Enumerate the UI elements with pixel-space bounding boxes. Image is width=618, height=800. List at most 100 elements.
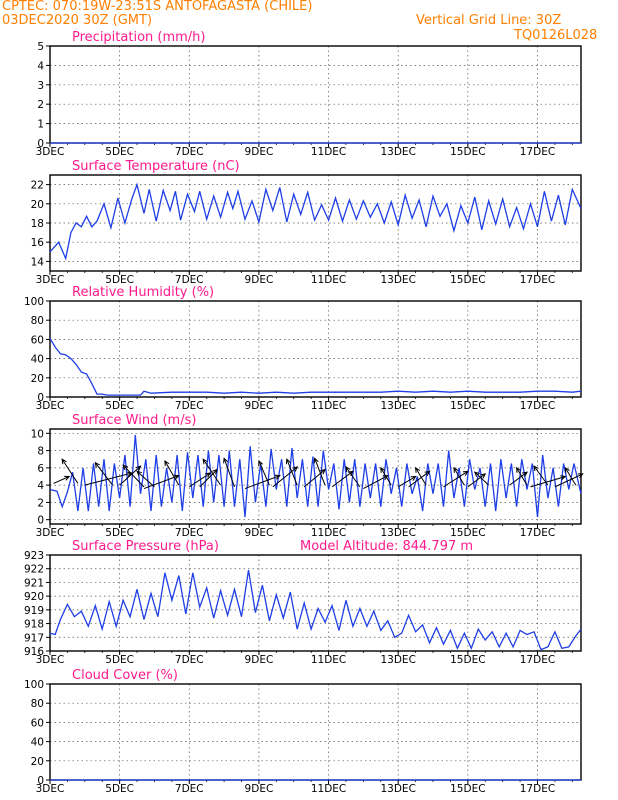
wind-vector-arrow — [164, 459, 180, 486]
wind-vector-arrow — [533, 465, 549, 486]
model-altitude-label: Model Altitude: 844.797 m — [300, 539, 473, 554]
y-tick-label: 1 — [37, 119, 44, 131]
wind-vector-arrow — [119, 465, 142, 486]
wind-vector-arrow — [453, 466, 465, 486]
x-tick-label: 5DEC — [105, 654, 134, 666]
wind-vector-arrow — [345, 466, 361, 488]
temp-panel: 14 16 18 20 22 3DEC 5DEC 7DEC 9DEC 11DEC 13DEC 15DE… — [31, 159, 582, 286]
date-header: 03DEC2020 30Z (GMT) — [2, 13, 153, 28]
x-tick-label: 5DEC — [105, 146, 134, 158]
y-tick-label: 0 — [37, 775, 44, 787]
wind-vector-arrow — [303, 468, 326, 488]
y-tick-label: 80 — [31, 698, 44, 710]
x-tick-label: 13DEC — [380, 783, 415, 795]
y-tick-label: 4 — [37, 60, 44, 72]
x-tick-label: 17DEC — [520, 146, 555, 158]
x-tick-label: 13DEC — [380, 654, 415, 666]
y-tick-label: 18 — [31, 218, 44, 230]
x-tick-label: 17DEC — [520, 783, 555, 795]
wind-vector-arrow — [408, 470, 431, 488]
pres-title: Surface Pressure (hPa) — [72, 539, 219, 554]
x-tick-label: 5DEC — [105, 783, 134, 795]
wind-vector-arrow — [272, 466, 299, 488]
y-tick-label: 20 — [31, 199, 44, 211]
wind-vector-arrow — [136, 470, 155, 488]
wind-vector-arrow — [94, 461, 114, 486]
x-tick-label: 7DEC — [175, 400, 204, 412]
y-tick-label: 6 — [37, 463, 44, 475]
wind-vector-arrow — [122, 464, 145, 488]
x-tick-label: 9DEC — [245, 274, 274, 286]
x-tick-label: 5DEC — [105, 527, 134, 539]
x-tick-label: 9DEC — [245, 400, 274, 412]
y-tick-label: 921 — [24, 577, 44, 589]
wind-title: Surface Wind (m/s) — [72, 413, 196, 428]
y-tick-label: 3 — [37, 80, 44, 92]
wind-vector-arrow — [515, 466, 528, 486]
y-tick-label: 80 — [31, 315, 44, 327]
precip-title: Precipitation (mm/h) — [72, 30, 205, 45]
x-tick-label: 3DEC — [36, 400, 65, 412]
wind-vector-arrow — [199, 468, 218, 488]
y-tick-label: 2 — [37, 497, 44, 509]
x-tick-label: 5DEC — [105, 274, 134, 286]
wind-vector-arrow — [202, 458, 222, 486]
wind-vector-arrow — [285, 458, 298, 486]
wind-vector-arrow — [143, 474, 180, 490]
plot-frame — [49, 174, 582, 272]
x-tick-label: 7DEC — [175, 274, 204, 286]
y-tick-label: 40 — [31, 737, 44, 749]
vertical-grid-label: Vertical Grid Line: 30Z — [416, 13, 562, 28]
x-tick-label: 9DEC — [245, 654, 274, 666]
y-tick-label: 60 — [31, 717, 44, 729]
y-tick-label: 2 — [37, 99, 44, 111]
x-tick-label: 3DEC — [36, 654, 65, 666]
wind-vector-arrow — [415, 466, 427, 486]
wind-vector-arrow — [397, 475, 417, 488]
station-header: CPTEC: 070:19W-23:51S ANTOFAGASTA (CHILE… — [2, 0, 313, 14]
rh-title: Relative Humidity (%) — [72, 285, 214, 300]
y-tick-label: 0 — [37, 392, 44, 404]
y-tick-label: 920 — [24, 591, 44, 603]
wind-vector-arrow — [473, 471, 490, 486]
x-tick-label: 11DEC — [311, 654, 346, 666]
x-tick-label: 13DEC — [380, 527, 415, 539]
y-tick-label: 0 — [37, 515, 44, 527]
x-tick-label: 9DEC — [245, 146, 274, 158]
y-tick-label: 14 — [31, 256, 45, 268]
wind-vector-arrow — [443, 470, 469, 488]
y-tick-label: 5 — [37, 41, 44, 53]
y-tick-label: 10 — [31, 428, 44, 440]
x-tick-label: 3DEC — [36, 146, 65, 158]
x-tick-label: 13DEC — [380, 146, 415, 158]
wind-panel: 0 2 4 6 8 10 3DEC 5DEC 7DEC 9DEC 11DEC 13DEC 15DEC 17… — [31, 413, 584, 539]
x-tick-label: 5DEC — [105, 400, 134, 412]
x-tick-label: 15DEC — [450, 274, 485, 286]
y-tick-label: 922 — [24, 564, 44, 576]
plot-frame — [49, 554, 582, 652]
y-tick-label: 22 — [31, 180, 44, 192]
wind-vector-arrow — [363, 475, 389, 490]
wind-vector-arrow — [313, 457, 326, 486]
y-tick-label: 923 — [24, 550, 44, 562]
x-tick-label: 11DEC — [311, 146, 346, 158]
y-tick-label: 0 — [37, 138, 44, 150]
y-tick-label: 20 — [31, 756, 44, 768]
y-tick-label: 916 — [24, 646, 44, 658]
y-tick-label: 100 — [24, 296, 44, 308]
wind-vector-arrow — [530, 475, 567, 488]
rh-panel: 0 20 40 60 80 100 3DEC 5DEC 7DEC 9DEC 11DEC 13DEC 15… — [24, 285, 582, 412]
wind-vector-arrow — [564, 466, 577, 486]
x-tick-label: 15DEC — [450, 783, 485, 795]
pres-series-line — [49, 569, 582, 651]
x-tick-label: 15DEC — [450, 400, 485, 412]
x-tick-label: 3DEC — [36, 527, 65, 539]
x-tick-label: 9DEC — [245, 527, 274, 539]
wind-vector-arrow — [467, 473, 487, 488]
wind-vector-arrow — [53, 475, 71, 484]
y-tick-label: 917 — [24, 632, 44, 644]
y-tick-label: 4 — [37, 480, 44, 492]
x-tick-label: 17DEC — [520, 400, 555, 412]
